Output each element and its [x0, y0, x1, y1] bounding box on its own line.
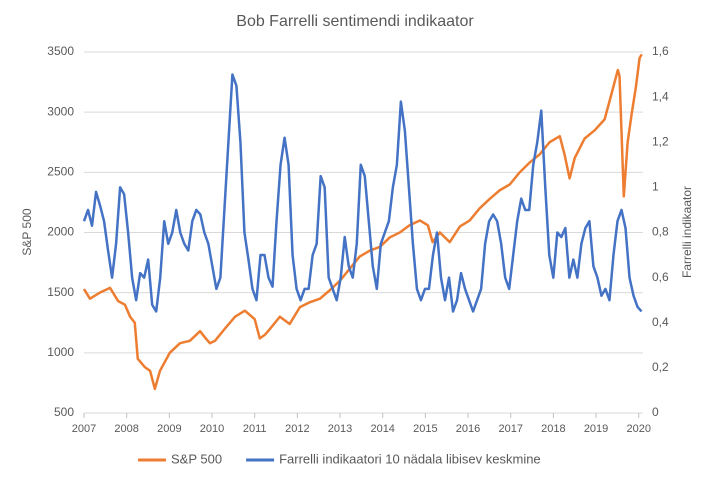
y2-tick-label: 1	[652, 180, 659, 194]
legend-label: Farrelli indikaatori 10 nädala libisev k…	[279, 451, 541, 466]
y-tick-label: 3500	[47, 44, 74, 58]
y2-tick-label: 0,6	[652, 270, 669, 284]
x-tick-label: 2019	[584, 423, 608, 435]
x-tick-label: 2017	[498, 423, 522, 435]
x-tick-label: 2009	[157, 423, 181, 435]
y2-tick-label: 0,4	[652, 315, 669, 329]
legend-label: S&P 500	[171, 451, 222, 466]
y-tick-label: 1500	[47, 285, 74, 299]
y2-tick-label: 1,4	[652, 89, 669, 103]
series-line	[82, 73, 643, 313]
y-tick-label: 2000	[47, 225, 74, 239]
x-tick-label: 2020	[626, 423, 650, 435]
x-tick-label: 2014	[370, 423, 394, 435]
y-tick-label: 3000	[47, 104, 74, 118]
y2-tick-label: 1,2	[652, 134, 669, 148]
y-tick-label: 2500	[47, 165, 74, 179]
y-tick-label: 1000	[47, 345, 74, 359]
y-tick-label: 500	[54, 405, 74, 419]
x-tick-label: 2013	[328, 423, 352, 435]
y-axis-label: S&P 500	[20, 208, 34, 255]
y2-tick-label: 0,2	[652, 360, 669, 374]
x-tick-label: 2008	[114, 423, 138, 435]
x-tick-label: 2015	[413, 423, 437, 435]
y2-tick-label: 0,8	[652, 225, 669, 239]
x-tick-label: 2007	[72, 423, 96, 435]
x-tick-label: 2018	[541, 423, 565, 435]
y2-tick-label: 1,6	[652, 44, 669, 58]
x-tick-label: 2012	[285, 423, 309, 435]
y2-axis-label: Farrelli indikaator	[680, 186, 694, 278]
x-tick-label: 2011	[243, 423, 267, 435]
chart-title: Bob Farrelli sentimendi indikaator	[236, 13, 474, 30]
x-tick-label: 2016	[456, 423, 480, 435]
x-tick-label: 2010	[200, 423, 224, 435]
y2-tick-label: 0	[652, 405, 659, 419]
series-line	[82, 53, 643, 391]
